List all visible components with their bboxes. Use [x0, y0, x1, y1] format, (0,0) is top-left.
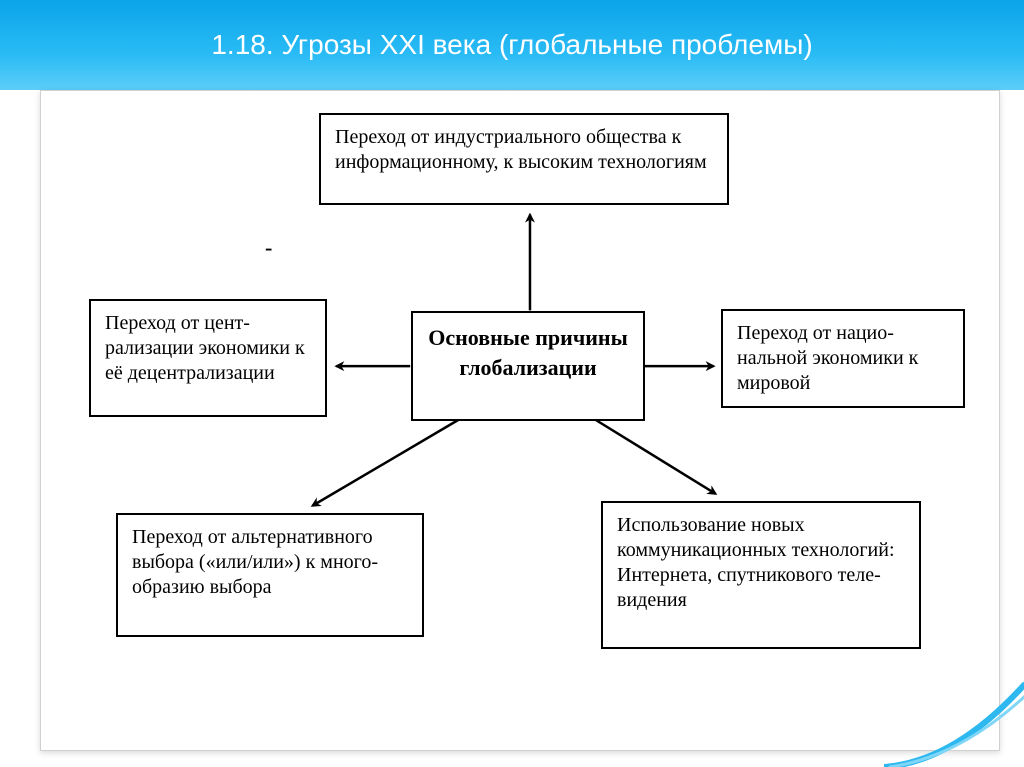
node-left-text: Переход от цент­рализации эко­номики к е…	[105, 312, 305, 384]
content-frame: Переход от индустриального общества к ин…	[40, 90, 1000, 751]
header-band: 1.18. Угрозы XXI века (глобальные пробле…	[0, 0, 1024, 90]
node-right-text: Переход от нацио­нальной экономи­ки к ми…	[737, 322, 918, 394]
page-title: 1.18. Угрозы XXI века (глобальные пробле…	[211, 29, 812, 61]
node-top-text: Переход от индустриального общества к ин…	[335, 126, 707, 173]
node-center-text: Основные причины глобализации	[428, 325, 628, 380]
diagram-canvas: Переход от индустриального общества к ин…	[41, 91, 999, 750]
node-bottom-left: Переход от альтерна­тивного выбора («или…	[116, 513, 424, 637]
node-top: Переход от индустриального общества к ин…	[319, 113, 729, 205]
node-bottom-right-text: Использование новых коммуникационных тех…	[617, 514, 895, 611]
node-left: Переход от цент­рализации эко­номики к е…	[89, 299, 327, 417]
node-center: Основные причины глобализации	[411, 311, 645, 421]
node-right: Переход от нацио­нальной экономи­ки к ми…	[721, 309, 965, 408]
node-bottom-right: Использование новых коммуникационных тех…	[601, 501, 921, 649]
node-bottom-left-text: Переход от альтерна­тивного выбора («или…	[132, 526, 378, 598]
stray-dash: -	[265, 235, 272, 261]
